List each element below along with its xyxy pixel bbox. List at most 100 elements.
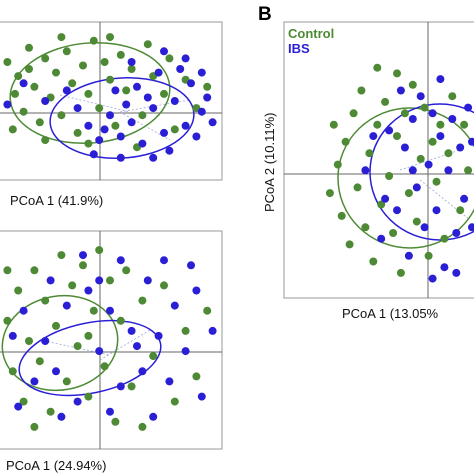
point-control-0 bbox=[3, 58, 12, 66]
point-ibs-14 bbox=[154, 331, 163, 340]
point-ibs-3 bbox=[41, 337, 50, 345]
point-ibs-13 bbox=[176, 65, 185, 73]
point-control-23 bbox=[127, 65, 136, 73]
point-ibs-8 bbox=[412, 183, 421, 192]
point-control-6 bbox=[35, 118, 44, 127]
point-ibs-20 bbox=[73, 104, 82, 113]
point-ibs-2 bbox=[377, 234, 386, 243]
point-control-5 bbox=[30, 266, 39, 275]
point-control-22 bbox=[420, 103, 429, 112]
point-control-1 bbox=[337, 211, 346, 220]
point-ibs-1 bbox=[369, 132, 378, 141]
point-control-7 bbox=[41, 296, 50, 305]
point-control-18 bbox=[404, 189, 413, 198]
point-control-30 bbox=[84, 139, 93, 148]
point-control-33 bbox=[325, 189, 334, 198]
point-control-15 bbox=[393, 132, 401, 141]
point-ibs-24 bbox=[208, 118, 217, 127]
point-control-35 bbox=[143, 40, 152, 49]
point-control-9 bbox=[52, 68, 60, 77]
point-control-32 bbox=[138, 422, 147, 431]
point-control-38 bbox=[165, 54, 174, 63]
point-control-2 bbox=[14, 286, 23, 295]
point-ibs-21 bbox=[464, 103, 473, 112]
point-control-26 bbox=[160, 281, 168, 290]
point-ibs-29 bbox=[187, 261, 195, 270]
point-control-34 bbox=[84, 331, 93, 340]
ellipse-bottom-left-control bbox=[1, 294, 119, 392]
point-ibs-6 bbox=[404, 251, 413, 260]
point-ibs-11 bbox=[424, 160, 433, 169]
point-control-3 bbox=[19, 107, 28, 116]
point-ibs-22 bbox=[79, 251, 87, 260]
points-top-left bbox=[3, 33, 217, 162]
point-ibs-1 bbox=[19, 306, 28, 315]
point-ibs-10 bbox=[420, 223, 429, 232]
point-control-22 bbox=[122, 86, 131, 95]
point-ibs-22 bbox=[468, 223, 474, 232]
point-ibs-2 bbox=[106, 111, 114, 120]
point-control-25 bbox=[149, 352, 158, 361]
point-control-22 bbox=[122, 266, 131, 275]
point-ibs-12 bbox=[203, 93, 212, 102]
point-control-6 bbox=[357, 86, 366, 95]
point-control-16 bbox=[396, 268, 405, 277]
points-b bbox=[325, 63, 474, 283]
point-ibs-7 bbox=[408, 115, 417, 123]
point-control-28 bbox=[444, 149, 453, 158]
panel-letter-b: B bbox=[258, 4, 272, 25]
point-ibs-2 bbox=[30, 377, 39, 386]
point-control-27 bbox=[440, 234, 449, 243]
point-ibs-11 bbox=[127, 326, 136, 335]
point-ibs-13 bbox=[432, 206, 441, 215]
point-control-17 bbox=[400, 109, 409, 118]
point-control-32 bbox=[329, 120, 338, 129]
point-control-29 bbox=[192, 372, 201, 381]
point-control-7 bbox=[41, 54, 50, 63]
point-control-24 bbox=[138, 111, 147, 120]
point-control-10 bbox=[373, 120, 382, 129]
point-ibs-15 bbox=[165, 377, 174, 386]
point-control-16 bbox=[89, 306, 98, 315]
point-control-0 bbox=[3, 316, 12, 325]
point-ibs-15 bbox=[143, 93, 152, 102]
point-control-27 bbox=[170, 397, 179, 406]
point-ibs-17 bbox=[122, 100, 131, 109]
point-control-21 bbox=[416, 154, 425, 163]
point-ibs-13 bbox=[143, 276, 152, 285]
point-ibs-8 bbox=[170, 97, 179, 105]
point-control-15 bbox=[84, 89, 93, 98]
point-control-14 bbox=[79, 261, 87, 270]
point-control-14 bbox=[79, 61, 87, 70]
point-ibs-10 bbox=[187, 79, 195, 88]
point-control-11 bbox=[62, 377, 71, 386]
point-control-3 bbox=[19, 397, 28, 406]
point-ibs-33 bbox=[127, 58, 136, 66]
point-control-37 bbox=[57, 33, 66, 42]
point-ibs-19 bbox=[456, 143, 465, 152]
point-control-9 bbox=[369, 257, 378, 266]
point-control-4 bbox=[25, 337, 33, 345]
point-control-23 bbox=[127, 382, 136, 391]
point-control-24 bbox=[138, 296, 147, 305]
point-control-20 bbox=[111, 417, 120, 426]
point-control-17 bbox=[95, 104, 104, 113]
point-control-10 bbox=[57, 251, 66, 260]
point-ibs-17 bbox=[448, 115, 457, 123]
point-ibs-21 bbox=[62, 86, 71, 95]
point-ibs-14 bbox=[154, 68, 163, 77]
point-ibs-23 bbox=[192, 132, 201, 141]
point-ibs-20 bbox=[460, 194, 469, 203]
point-control-0 bbox=[333, 160, 342, 169]
panel-bottom-left-frame bbox=[0, 230, 223, 450]
point-control-12 bbox=[68, 281, 77, 290]
point-control-6 bbox=[35, 357, 44, 366]
point-control-13 bbox=[385, 172, 394, 180]
point-ibs-20 bbox=[208, 326, 217, 335]
point-ibs-17 bbox=[181, 347, 190, 356]
point-control-33 bbox=[203, 306, 212, 315]
point-control-11 bbox=[62, 47, 71, 56]
point-control-3 bbox=[345, 240, 354, 249]
point-control-34 bbox=[25, 43, 33, 52]
